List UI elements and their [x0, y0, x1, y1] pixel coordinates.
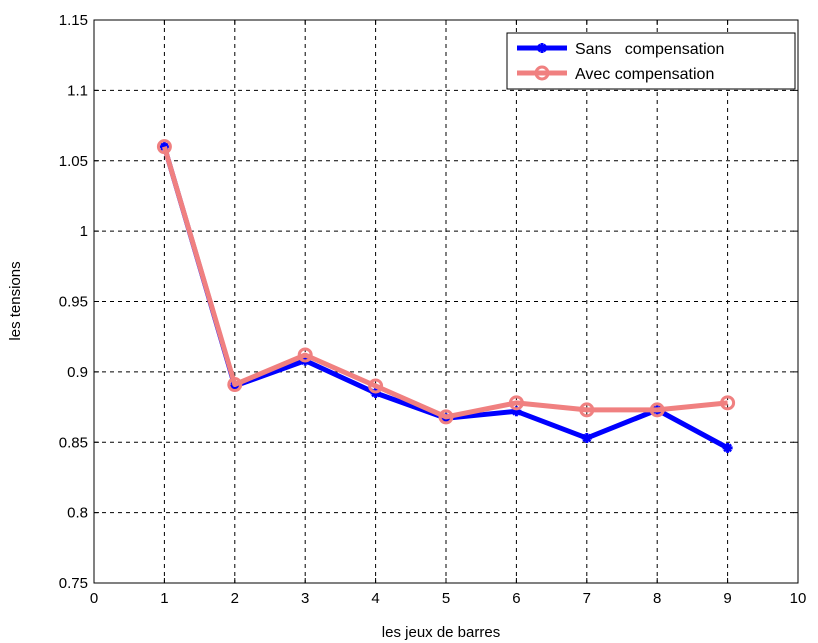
- x-axis-label: les jeux de barres: [382, 624, 500, 641]
- legend-entry: Avec compensation: [517, 65, 714, 83]
- legend-marker: [537, 43, 547, 53]
- y-tick-label: 0.95: [59, 294, 88, 311]
- x-tick-label: 8: [653, 590, 661, 607]
- data-point: [722, 442, 733, 453]
- x-tick-label: 4: [371, 590, 379, 607]
- grid: [94, 20, 798, 583]
- x-tick-label: 6: [512, 590, 520, 607]
- data-point: [649, 402, 665, 418]
- data-point: [579, 402, 595, 418]
- y-tick-label: 1: [80, 223, 88, 240]
- y-tick-label: 1.05: [59, 153, 88, 170]
- y-tick-label: 0.8: [67, 505, 88, 522]
- series-2: [156, 139, 736, 425]
- y-tick-label: 0.75: [59, 575, 88, 592]
- data-point: [438, 409, 454, 425]
- legend-entry: Sans compensation: [517, 41, 724, 58]
- x-tick-label: 10: [790, 590, 807, 607]
- x-tick-label: 1: [160, 590, 168, 607]
- legend-label: Avec compensation: [575, 66, 714, 83]
- x-tick-label: 7: [583, 590, 591, 607]
- data-point: [720, 395, 736, 411]
- legend-marker: [534, 65, 550, 81]
- x-tick-label: 5: [442, 590, 450, 607]
- series-line: [162, 145, 728, 420]
- y-tick-label: 0.9: [67, 364, 88, 381]
- y-tick-label: 1.15: [59, 12, 88, 29]
- data-point: [368, 378, 384, 394]
- y-tick-label: 1.1: [67, 82, 88, 99]
- y-axis-label: les tensions: [7, 261, 24, 340]
- ticks: 0 1 2 3 4 5 6 7 8 9 10 0.75 0.8 0.85 0.9 0.95 1 1.05 1.1 1.…: [59, 12, 807, 607]
- x-tick-label: 0: [90, 590, 98, 607]
- data-point: [156, 139, 172, 155]
- data-point: [227, 377, 243, 393]
- data-point: [297, 347, 313, 363]
- data-point: [581, 433, 592, 444]
- x-tick-label: 3: [301, 590, 309, 607]
- legend-label: Sans compensation: [575, 41, 724, 58]
- data-point: [508, 395, 524, 411]
- y-tick-label: 0.85: [59, 434, 88, 451]
- legend: Sans compensation Avec compensation: [506, 32, 796, 90]
- x-tick-label: 9: [723, 590, 731, 607]
- series-layer: [156, 139, 736, 453]
- legend-box: [506, 32, 796, 90]
- x-tick-label: 2: [231, 590, 239, 607]
